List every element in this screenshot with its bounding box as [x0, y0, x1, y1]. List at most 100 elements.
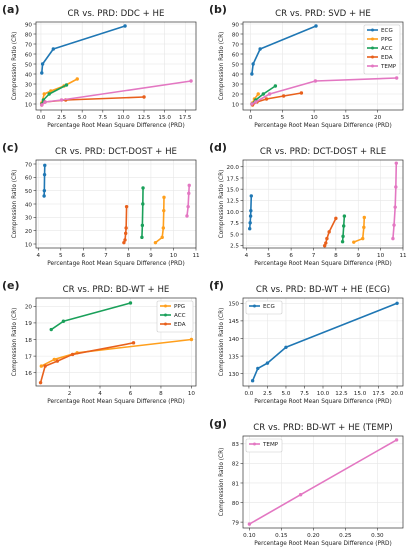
y-axis-label-e: Compression Ratio (CR)	[12, 308, 18, 377]
xtick-label-e: 8	[159, 391, 163, 397]
panel-label-c: (c)	[2, 141, 19, 154]
data-point-a-ecg	[51, 47, 56, 51]
xtick-label-c: 6	[82, 253, 86, 259]
legend-e: PPG ACC EDA	[156, 300, 194, 333]
legend-label-ppg: PPG	[174, 304, 185, 310]
data-point-c-ppg	[153, 240, 158, 245]
data-point-d-eda	[324, 241, 328, 245]
legend-label-temp: TEMP	[380, 64, 397, 70]
xtick-label-f: 7.5	[300, 391, 309, 397]
series-line-d-temp	[392, 163, 398, 239]
data-point-c-ppg	[161, 226, 166, 230]
legend-marker-temp	[253, 442, 256, 446]
xtick-label-d: 9	[356, 253, 360, 259]
ytick-label-a: 60	[25, 52, 33, 58]
data-point-b-temp	[250, 102, 254, 106]
data-point-c-ppg	[160, 235, 164, 240]
ytick-label-e: 17	[25, 354, 33, 360]
chart-title-b: CR vs. PRD: SVD + HE	[275, 9, 371, 19]
y-axis-label-b: Compression Ratio (CR)	[219, 32, 225, 101]
data-point-d-acc	[341, 234, 345, 239]
data-point-c-temp	[186, 204, 190, 209]
legend-label-ecg: ECG	[263, 304, 275, 310]
data-point-e-acc	[128, 301, 133, 305]
ytick-label-e: 18	[25, 338, 33, 344]
legend-label-acc: ACC	[174, 313, 186, 319]
xtick-label-g: 0.15	[275, 533, 288, 539]
xtick-label-c: 10	[170, 253, 178, 259]
data-point-b-temp	[267, 92, 272, 96]
data-point-f-ecg	[265, 361, 270, 365]
legend-label-temp: TEMP	[262, 442, 279, 448]
data-point-d-ecg	[248, 221, 252, 225]
data-point-a-acc	[64, 83, 69, 87]
ytick-label-g: 80	[232, 501, 240, 507]
panel-d: (d) CR vs. PRD: DCT-DOST + RLE 2.5 5.0 7.5 10…	[209, 141, 407, 267]
legend-box-g	[245, 438, 283, 453]
series-line-e-acc	[50, 302, 131, 331]
data-point-c-acc	[140, 235, 144, 240]
data-point-b-temp	[253, 100, 258, 104]
data-point-d-acc	[340, 240, 345, 244]
plot-frame-b	[242, 21, 404, 111]
legend-marker-eda	[371, 55, 374, 59]
legend-label-acc: ACC	[381, 46, 393, 52]
plot-frame-e	[35, 297, 197, 387]
x-axis-label-a: Percentage Root Mean Square Difference (…	[47, 123, 185, 129]
data-point-f-ecg	[250, 379, 255, 383]
data-point-f-ecg	[395, 301, 399, 305]
panel-f: (f) CR vs. PRD: BD-WT + HE (ECG) 130 135 140…	[209, 279, 404, 405]
xtick-label-g: 0.25	[339, 533, 352, 539]
ytick-label-d: 7.5	[230, 221, 239, 227]
series-line-c-acc	[141, 187, 144, 238]
data-point-d-eda	[325, 236, 329, 241]
legend-b: ECG PPG ACC EDA TEMP	[363, 24, 401, 75]
xtick-label-c: 11	[192, 253, 200, 259]
data-point-e-acc	[61, 319, 66, 323]
xtick-label-d: 8	[334, 253, 338, 259]
ytick-label-f: 140	[228, 337, 239, 343]
ytick-label-a: 90	[25, 22, 33, 28]
xtick-label-e: 2	[68, 391, 72, 397]
chart-title-f: CR vs. PRD: BD-WT + HE (ECG)	[256, 285, 390, 295]
data-point-c-acc	[141, 202, 145, 206]
xtick-label-f: 12.5	[335, 391, 348, 397]
ytick-label-d: 5.0	[230, 232, 239, 238]
xtick-label-b: 20	[374, 115, 382, 121]
ytick-label-b: 50	[232, 62, 240, 68]
data-point-d-temp	[394, 185, 398, 189]
panel-a: (a) CR vs. PRD: DDC + HE 10 20 30 40 50 60 70 80 9…	[2, 3, 197, 129]
data-point-c-temp	[185, 214, 189, 218]
data-point-d-acc	[341, 224, 346, 228]
ytick-label-d: 15.0	[227, 187, 240, 193]
data-point-g-temp	[247, 522, 252, 526]
x-axis-label-f: Percentage Root Mean Square Difference (…	[254, 399, 392, 405]
ytick-label-b: 20	[232, 92, 240, 98]
data-point-c-ecg	[42, 172, 47, 177]
xtick-label-d: 10	[377, 253, 385, 259]
data-point-e-eda	[38, 380, 43, 385]
xtick-label-a: 10.0	[117, 115, 130, 121]
data-point-g-temp	[394, 438, 399, 442]
legend-marker-eda	[164, 322, 167, 326]
data-point-b-temp	[313, 79, 318, 83]
data-point-a-ppg	[75, 77, 79, 81]
ytick-label-b: 30	[232, 82, 240, 88]
data-point-f-ecg	[284, 345, 288, 349]
legend-box-b	[363, 24, 401, 75]
y-axis-label-d: Compression Ratio (CR)	[219, 170, 225, 239]
legend-box-f	[245, 300, 283, 315]
xtick-label-e: 6	[129, 391, 133, 397]
data-point-c-ppg	[162, 195, 166, 200]
data-point-c-temp	[187, 183, 191, 188]
data-point-c-ecg	[42, 188, 47, 193]
chart-title-d: CR vs. PRD: DCT-DOST + RLE	[260, 147, 386, 157]
data-point-b-ecg	[250, 72, 254, 76]
ytick-label-b: 10	[232, 102, 240, 108]
data-point-d-eda	[327, 230, 331, 234]
series-line-c-eda	[123, 206, 128, 243]
data-point-a-ecg	[40, 71, 44, 75]
xtick-label-a: 17.5	[179, 115, 192, 121]
series-line-a-ecg	[40, 25, 126, 74]
xtick-label-d: 5	[267, 253, 271, 259]
